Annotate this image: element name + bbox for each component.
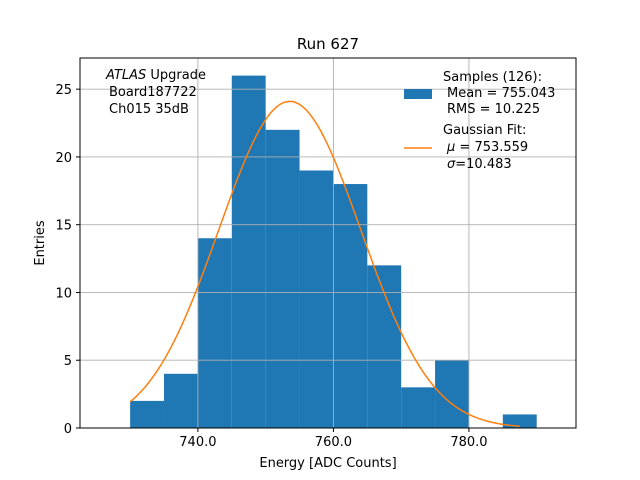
x-tick-label: 780.0 — [450, 435, 487, 450]
histogram-bar — [231, 75, 266, 428]
y-axis-ticks: 0 5 10 15 20 25 — [55, 83, 80, 437]
histogram-bar — [502, 414, 537, 428]
plot-frame — [79, 57, 577, 429]
y-tick-label: 10 — [55, 286, 72, 301]
legend-samples-title: Samples (126): — [443, 70, 542, 85]
svg-text:ATLAS Upgrade: ATLAS Upgrade — [105, 68, 206, 83]
upgrade-label: Upgrade — [146, 68, 206, 83]
atlas-annotation: ATLAS Upgrade Board187722 Ch015 35dB — [105, 68, 206, 117]
legend-fit-title: Gaussian Fit: — [443, 123, 526, 138]
histogram-bar — [333, 184, 368, 428]
histogram-bar — [367, 265, 402, 428]
histogram-bar — [164, 373, 198, 428]
y-tick-label: 15 — [55, 219, 72, 234]
histogram-bar — [401, 387, 436, 428]
legend: Samples (126): Mean = 755.043 RMS = 10.2… — [404, 70, 555, 172]
legend-samples-swatch — [404, 89, 432, 99]
y-tick-label: 5 — [64, 354, 72, 369]
legend-samples-rms: RMS = 10.225 — [447, 102, 540, 117]
x-axis-label: Energy [ADC Counts] — [259, 456, 396, 471]
y-tick-label: 25 — [55, 83, 72, 98]
x-tick-label: 740.0 — [179, 435, 216, 450]
legend-fit-mu: μ = 753.559 — [446, 140, 528, 155]
histogram-bars — [130, 75, 537, 429]
gaussian-fit-curve — [129, 100, 520, 428]
histogram-bar — [130, 400, 165, 428]
board-label: Board187722 — [109, 85, 197, 100]
x-tick-label: 760.0 — [315, 435, 352, 450]
y-tick-label: 20 — [55, 151, 72, 166]
histogram-bar — [265, 129, 300, 429]
channel-label: Ch015 35dB — [109, 102, 189, 117]
legend-fit-sigma: σ=10.483 — [447, 157, 512, 172]
x-axis-ticks: 740.0 760.0 780.0 — [179, 428, 488, 450]
histogram-bar — [299, 170, 334, 428]
legend-samples-mean: Mean = 755.043 — [447, 86, 555, 101]
atlas-label: ATLAS — [105, 68, 146, 83]
y-tick-label: 0 — [64, 422, 72, 437]
chart-title: Run 627 — [297, 35, 359, 53]
y-axis-label: Entries — [33, 220, 48, 266]
histogram-bar — [197, 238, 232, 428]
